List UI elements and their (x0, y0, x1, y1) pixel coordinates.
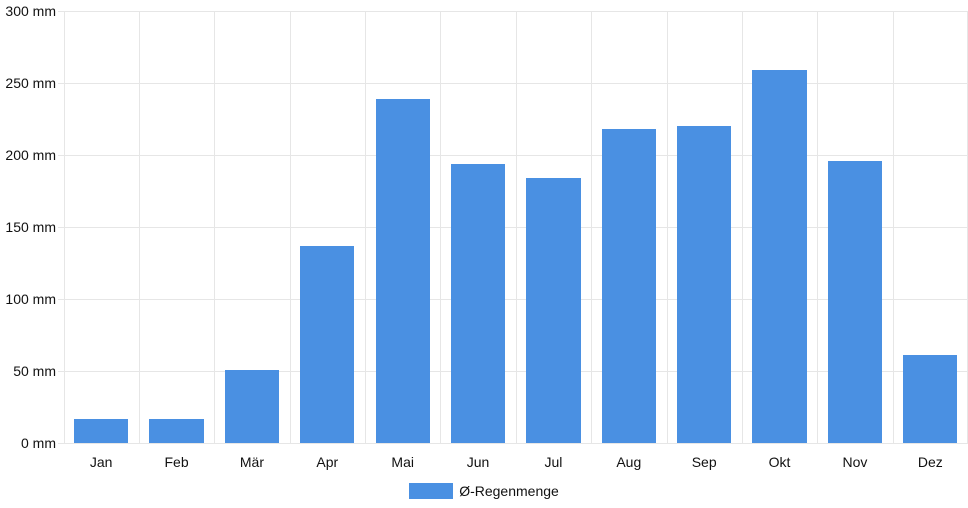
x-gridline (591, 11, 593, 443)
bar-sep[interactable] (677, 126, 732, 443)
y-gridline (58, 298, 968, 300)
bar-aug[interactable] (601, 129, 656, 443)
x-axis-month-label: Nov (842, 454, 868, 470)
legend-label: Ø-Regenmenge (459, 483, 559, 499)
bar-apr[interactable] (300, 245, 355, 443)
x-axis-month-label: Jul (544, 454, 563, 470)
x-axis-month-label: Sep (691, 454, 717, 470)
x-axis-month-label: Jun (466, 454, 490, 470)
y-axis-tick-label: 50 mm (13, 363, 56, 379)
y-gridline (58, 10, 968, 12)
x-axis-month-label: Dez (917, 454, 943, 470)
y-gridline (58, 226, 968, 228)
x-gridline (892, 11, 894, 443)
x-gridline (666, 11, 668, 443)
x-axis-month-label: Feb (164, 454, 189, 470)
x-gridline (817, 11, 819, 443)
y-gridline (58, 442, 968, 444)
bar-mai[interactable] (375, 98, 430, 443)
y-axis-tick-label: 200 mm (5, 147, 56, 163)
x-axis-month-label: Aug (616, 454, 642, 470)
bar-feb[interactable] (149, 418, 204, 443)
x-axis-month-label: Apr (316, 454, 339, 470)
x-gridline (289, 11, 291, 443)
y-axis-tick-label: 150 mm (5, 219, 56, 235)
x-gridline (440, 11, 442, 443)
bar-mär[interactable] (224, 369, 280, 443)
y-axis-tick-label: 100 mm (5, 291, 56, 307)
y-gridline (58, 154, 968, 156)
bar-nov[interactable] (827, 160, 883, 443)
y-gridline (58, 82, 968, 84)
x-gridline (214, 11, 216, 443)
y-gridline (58, 370, 968, 372)
x-gridline (138, 11, 140, 443)
y-axis-tick-label: 0 mm (21, 435, 56, 451)
y-axis-tick-label: 250 mm (5, 75, 56, 91)
x-axis-month-label: Okt (768, 454, 791, 470)
bar-jun[interactable] (450, 163, 506, 443)
legend-swatch-icon (409, 483, 454, 499)
bar-dez[interactable] (903, 355, 958, 443)
x-axis-month-label: Mär (239, 454, 264, 470)
x-axis-month-label: Jan (89, 454, 113, 470)
bar-okt[interactable] (752, 70, 807, 443)
x-gridline (515, 11, 517, 443)
x-gridline (63, 11, 65, 443)
legend[interactable]: Ø-Regenmenge (0, 483, 968, 499)
x-gridline (365, 11, 366, 443)
bar-jan[interactable] (74, 418, 129, 443)
bar-jul[interactable] (526, 178, 581, 443)
y-axis-tick-label: 300 mm (5, 3, 56, 19)
x-axis-month-label: Mai (391, 454, 414, 470)
x-gridline (741, 11, 743, 443)
